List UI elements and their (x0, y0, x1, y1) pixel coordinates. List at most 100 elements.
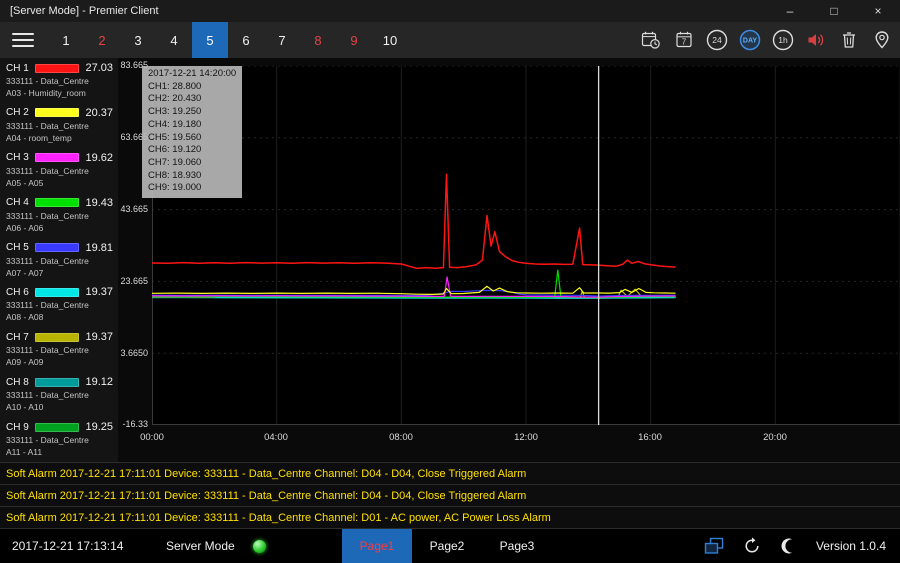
channel-label: CH 6 (6, 286, 29, 298)
sync-icon[interactable] (742, 536, 762, 556)
tooltip-line: CH5: 19.560 (148, 131, 202, 143)
channel-row-ch2[interactable]: CH 2 20.37 333111 - Data_Centre A04 - ro… (0, 103, 118, 148)
channel-value: 19.37 (85, 286, 113, 299)
channel-device: 333111 - Data_Centre (6, 300, 89, 311)
channel-label: CH 9 (6, 421, 29, 433)
statusbar-icon-group: Version 1.0.4 (704, 536, 900, 556)
channel-list: CH 1 27.03 333111 - Data_Centre A03 - Hu… (0, 58, 118, 462)
channel-row-ch4[interactable]: CH 4 19.43 333111 - Data_Centre A06 - A0… (0, 193, 118, 238)
channel-point: A08 - A08 (6, 312, 44, 323)
toolbar: 1 2 3 4 5 6 7 8 9 10 (0, 22, 900, 58)
maximize-icon[interactable]: □ (830, 4, 838, 18)
main-area: CH 1 27.03 333111 - Data_Centre A03 - Hu… (0, 58, 900, 462)
channel-color-swatch (35, 153, 79, 163)
tab-3[interactable]: 3 (134, 32, 142, 48)
calendar-week-icon[interactable]: 7 (667, 22, 700, 58)
channel-label: CH 4 (6, 197, 29, 209)
channel-device: 333111 - Data_Centre (6, 210, 89, 221)
channel-point: A07 - A07 (6, 267, 44, 278)
tab-2[interactable]: 2 (98, 32, 106, 48)
x-axis-label: 00:00 (140, 432, 164, 443)
channel-device: 333111 - Data_Centre (6, 120, 89, 131)
tab-9[interactable]: 9 (350, 32, 358, 48)
alarm-row[interactable]: Soft Alarm 2017-12-21 17:11:01 Device: 3… (0, 506, 900, 528)
tab-7[interactable]: 7 (278, 32, 286, 48)
cascade-windows-icon[interactable] (704, 537, 724, 555)
version-label: Version 1.0.4 (815, 539, 886, 553)
y-axis-label: 3.6650 (120, 348, 148, 358)
channel-color-swatch (35, 422, 79, 432)
channel-device: 333111 - Data_Centre (6, 435, 89, 446)
tab-4[interactable]: 4 (170, 32, 178, 48)
trash-icon[interactable] (832, 22, 865, 58)
window-controls: – □ × (768, 0, 900, 22)
channel-color-swatch (35, 377, 79, 387)
tab-10[interactable]: 10 (382, 32, 398, 48)
alarm-sound-icon[interactable] (799, 22, 832, 58)
minimize-icon[interactable]: – (786, 4, 794, 18)
channel-row-ch5[interactable]: CH 5 19.81 333111 - Data_Centre A07 - A0… (0, 238, 118, 283)
channel-label: CH 7 (6, 331, 29, 343)
x-axis-label: 08:00 (389, 432, 413, 443)
alarm-row[interactable]: Soft Alarm 2017-12-21 17:11:01 Device: 3… (0, 462, 900, 484)
channel-label: CH 2 (6, 107, 29, 119)
menu-icon[interactable] (12, 33, 34, 47)
y-axis-label: 23.665 (120, 276, 148, 286)
tooltip-line: CH2: 20.430 (148, 93, 202, 105)
day-view-icon[interactable]: DAY (733, 22, 766, 58)
channel-row-ch6[interactable]: CH 6 19.37 333111 - Data_Centre A08 - A0… (0, 282, 118, 327)
tab-6[interactable]: 6 (242, 32, 250, 48)
y-axis-label: 43.665 (120, 204, 148, 214)
channel-point: A11 - A11 (6, 447, 43, 458)
channel-value: 27.03 (85, 62, 113, 74)
x-axis-label: 12:00 (514, 432, 538, 443)
channel-value: 19.25 (85, 421, 113, 434)
page-tab-2[interactable]: Page2 (429, 539, 465, 553)
night-mode-icon[interactable] (780, 537, 798, 555)
channel-value: 19.37 (85, 331, 113, 344)
hour-1-icon[interactable]: 1h (766, 22, 799, 58)
channel-color-swatch (35, 198, 79, 208)
trend-chart[interactable] (152, 66, 900, 425)
chart-tooltip: 2017-12-21 14:20:00 CH1: 28.800 CH2: 20.… (142, 66, 243, 199)
channel-point: A06 - A06 (6, 222, 44, 233)
alarm-row[interactable]: Soft Alarm 2017-12-21 17:11:01 Device: 3… (0, 484, 900, 506)
channel-row-ch9[interactable]: CH 9 19.25 333111 - Data_Centre A11 - A1… (0, 417, 118, 462)
channel-row-ch1[interactable]: CH 1 27.03 333111 - Data_Centre A03 - Hu… (0, 58, 118, 103)
toolbar-icon-group: 7 24 DAY 1h (634, 22, 898, 58)
channel-point: A10 - A10 (6, 402, 44, 413)
channel-point: A04 - room_temp (6, 132, 72, 143)
location-icon[interactable] (865, 22, 898, 58)
channel-row-ch8[interactable]: CH 8 19.12 333111 - Data_Centre A10 - A1… (0, 372, 118, 417)
tooltip-datetime: 2017-12-21 14:20:00 (148, 68, 237, 79)
y-axis-label: 83.665 (120, 60, 148, 70)
channel-color-swatch (35, 243, 79, 253)
x-axis-label: 20:00 (763, 432, 787, 443)
svg-text:1h: 1h (778, 35, 788, 45)
page-tab-1[interactable]: Page1 (342, 529, 412, 563)
close-icon[interactable]: × (874, 4, 882, 18)
tooltip-line: CH3: 19.250 (148, 106, 202, 118)
tooltip-line: CH6: 19.120 (148, 144, 202, 156)
channel-color-swatch (35, 287, 79, 297)
tooltip-line: CH8: 18.930 (148, 169, 202, 181)
chart-region: 83.665 63.665 43.665 23.665 3.6650 -16.3… (118, 58, 900, 462)
channel-label: CH 3 (6, 152, 29, 164)
channel-value: 19.62 (85, 151, 113, 164)
channel-point: A03 - Humidity_room (6, 88, 86, 98)
channel-label: CH 5 (6, 242, 29, 254)
channel-label: CH 1 (6, 62, 29, 74)
channel-row-ch3[interactable]: CH 3 19.62 333111 - Data_Centre A05 - A0… (0, 148, 118, 193)
channel-row-ch7[interactable]: CH 7 19.37 333111 - Data_Centre A09 - A0… (0, 327, 118, 372)
channel-label: CH 8 (6, 376, 29, 388)
status-timestamp: 2017-12-21 17:13:14 (12, 539, 124, 553)
tab-8[interactable]: 8 (314, 32, 322, 48)
tab-5[interactable]: 5 (192, 22, 228, 58)
svg-text:DAY: DAY (742, 38, 756, 45)
titlebar: [Server Mode] - Premier Client – □ × (0, 0, 900, 22)
hours-24-icon[interactable]: 24 (700, 22, 733, 58)
goto-datetime-icon[interactable] (634, 22, 667, 58)
tab-1[interactable]: 1 (62, 32, 70, 48)
channel-value: 20.37 (85, 106, 113, 119)
page-tab-3[interactable]: Page3 (499, 539, 535, 553)
